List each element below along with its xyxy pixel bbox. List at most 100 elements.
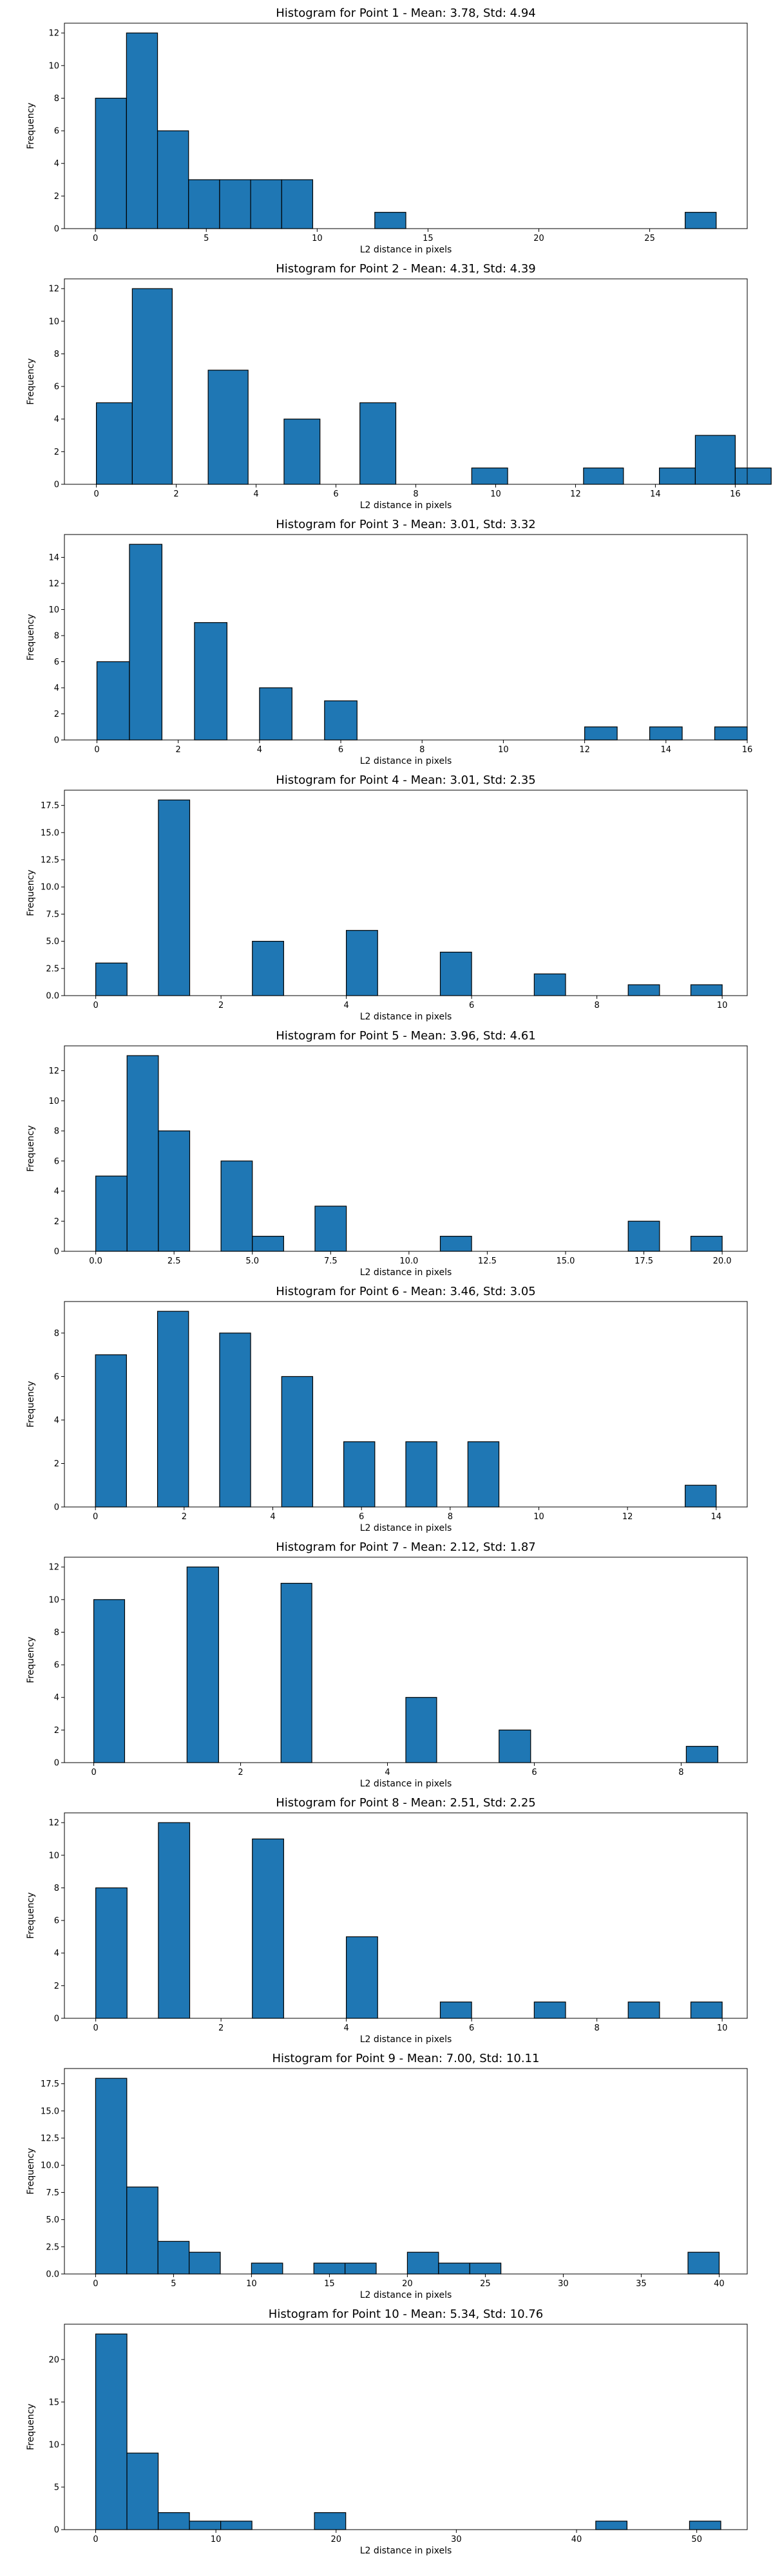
y-tick-label: 2.5 [46,964,59,974]
histogram-bar [207,370,249,485]
x-tick-label: 0 [94,745,99,755]
y-tick-label: 4 [54,1187,59,1197]
y-tick-label: 6 [54,1917,59,1926]
histogram-bar [93,1599,126,1763]
x-tick-label: 6 [359,1512,364,1522]
histogram-bar [659,468,696,485]
x-tick-label: 17.5 [635,1256,653,1266]
y-tick-label: 5.0 [46,2215,59,2225]
y-tick-label: 0 [54,2014,59,2024]
histogram-chart-2: Histogram for Point 2 - Mean: 4.31, Std:… [26,262,772,511]
x-tick-label: 8 [594,1001,599,1010]
histogram-bar [220,1160,253,1252]
y-tick-label: 8 [54,350,59,359]
y-tick-label: 10 [48,1595,59,1605]
y-tick-label: 2 [54,1726,59,1736]
histogram-bar [406,2251,439,2275]
histogram-bar [685,1746,719,1763]
plot-frame [64,534,748,741]
histogram-bar [126,1055,159,1252]
x-tick-label: 12 [570,489,581,499]
x-tick-label: 40 [571,2535,582,2544]
y-tick-label: 0 [54,736,59,746]
y-tick-label: 6 [54,383,59,392]
x-tick-label: 6 [469,2023,474,2033]
histogram-bar [158,1130,191,1252]
histogram-bar [126,2452,159,2530]
histogram-bar [96,661,130,741]
x-axis-label: L2 distance in pixels [360,1779,452,1789]
y-tick-label: 2 [54,448,59,457]
y-axis-label: Frequency [26,2403,36,2450]
x-tick-label: 10 [246,2279,257,2289]
chart-title: Histogram for Point 9 - Mean: 7.00, Std:… [272,2052,540,2065]
histogram-bar [259,687,292,741]
histogram-bar [95,1175,128,1252]
y-tick-label: 10 [48,2440,59,2450]
x-tick-label: 14 [711,1512,722,1522]
histogram-bar [533,973,566,996]
plot-frame [64,1301,748,1508]
histogram-bar [439,2002,472,2019]
histogram-bar [533,2002,566,2019]
histogram-bar [250,179,282,229]
histogram-bar [374,212,406,229]
histogram-bar [439,1236,472,1252]
histogram-bar [343,1441,376,1508]
x-tick-label: 8 [413,489,418,499]
y-tick-label: 4 [54,1693,59,1703]
histogram-chart-5: Histogram for Point 5 - Mean: 3.96, Std:… [26,1029,748,1278]
x-tick-label: 2 [173,489,178,499]
histogram-bar [467,1441,500,1508]
histogram-bar [687,2251,720,2275]
histogram-bar [346,1936,378,2019]
histogram-chart-6: Histogram for Point 6 - Mean: 3.46, Std:… [26,1285,748,1533]
histogram-bar [126,2186,158,2275]
histogram-bar [219,179,251,229]
y-tick-label: 2 [54,1217,59,1227]
y-tick-label: 10 [48,317,59,327]
histogram-chart-3: Histogram for Point 3 - Mean: 3.01, Std:… [26,518,752,766]
histogram-bar [346,930,378,996]
x-tick-label: 2 [182,1512,187,1522]
chart-title: Histogram for Point 4 - Mean: 3.01, Std:… [276,773,536,787]
x-tick-label: 5 [171,2279,176,2289]
histogram-chart-1: Histogram for Point 1 - Mean: 3.78, Std:… [26,6,748,255]
histogram-bar [95,2078,128,2275]
histogram-bar [690,984,723,996]
x-tick-label: 8 [678,1768,683,1777]
x-axis-label: L2 distance in pixels [360,756,452,766]
x-tick-label: 50 [691,2535,702,2544]
histogram-bar [439,951,472,996]
chart-title: Histogram for Point 3 - Mean: 3.01, Std:… [276,518,536,531]
x-tick-label: 6 [333,489,338,499]
x-tick-label: 12.5 [478,1256,497,1266]
y-tick-label: 10.0 [41,883,59,893]
x-tick-label: 7.5 [324,1256,338,1266]
x-tick-label: 30 [558,2279,569,2289]
y-axis-label: Frequency [26,1125,36,1171]
x-tick-label: 12 [622,1512,633,1522]
y-tick-label: 4 [54,415,59,424]
histogram-bar [95,97,127,229]
histogram-bar [188,179,220,229]
histogram-bar [158,799,191,996]
y-tick-label: 10 [48,61,59,71]
y-tick-label: 4 [54,1416,59,1425]
histogram-bar [690,2002,723,2019]
histogram-chart-9: Histogram for Point 9 - Mean: 7.00, Std:… [26,2052,748,2300]
histogram-bar [469,2262,502,2275]
x-axis-label: L2 distance in pixels [360,2290,452,2300]
histogram-bar [158,1822,191,2019]
chart-title: Histogram for Point 7 - Mean: 2.12, Std:… [276,1540,536,1554]
y-tick-label: 8 [54,94,59,104]
x-axis-label: L2 distance in pixels [360,1267,452,1278]
x-tick-label: 2.5 [167,1256,181,1266]
histogram-bar [281,1376,314,1508]
x-tick-label: 40 [714,2279,725,2289]
x-tick-label: 4 [343,2023,348,2033]
x-tick-label: 4 [257,745,262,755]
histogram-bar [157,1311,189,1508]
y-tick-label: 2 [54,710,59,719]
histogram-bar [252,941,284,996]
